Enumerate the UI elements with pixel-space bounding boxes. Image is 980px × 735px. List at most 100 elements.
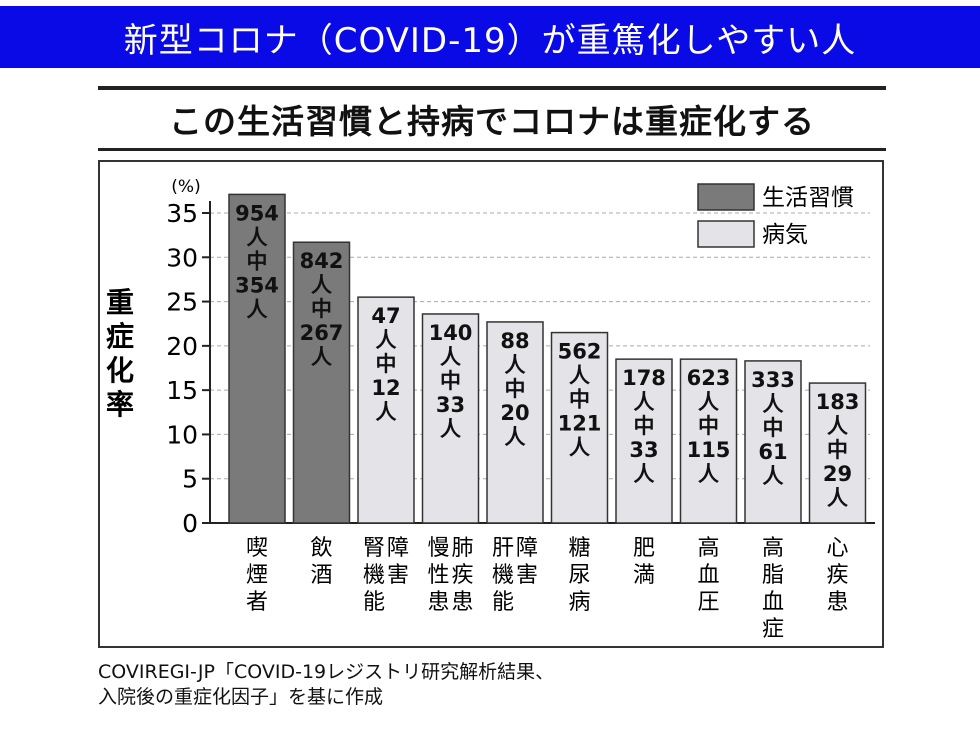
bar-data-label: 88 — [500, 329, 529, 353]
bar-data-label: 354 — [235, 273, 279, 297]
bar — [486, 321, 544, 524]
y-tick-label: 10 — [166, 420, 198, 449]
bar-data-label: 人 — [247, 225, 268, 249]
x-category-label-char: 害 — [516, 563, 538, 588]
bar-data-label: 人 — [505, 425, 526, 449]
x-category-label-char: 者 — [246, 590, 268, 615]
x-category-label-char: 害 — [387, 563, 409, 588]
x-category-label-char: 脂 — [762, 563, 784, 588]
bar-data-label: 47 — [371, 304, 400, 328]
x-category-label-char: 糖 — [568, 536, 590, 561]
bar-data-label: 中 — [827, 438, 848, 462]
x-category-label-char: 機 — [363, 563, 385, 588]
bar-data-label: 人 — [569, 364, 590, 388]
source-line-2: 入院後の重症化因子」を基に作成 — [98, 686, 384, 708]
bar-data-label: 人 — [634, 462, 655, 486]
y-axis-label-char: 重 — [106, 286, 134, 319]
x-category-label-char: 症 — [762, 617, 784, 642]
bar-data-label: 人 — [634, 390, 655, 414]
x-category-label-char: 尿 — [568, 563, 590, 588]
bar-data-label: 人 — [505, 353, 526, 377]
x-category-label-char: 患 — [826, 590, 848, 615]
chart-heading-box: この生活習慣と持病でコロナは重症化する — [98, 86, 886, 151]
x-category-label-char: 機 — [492, 563, 514, 588]
x-category-label-char: 能 — [363, 590, 385, 615]
bar-data-label: 人 — [311, 345, 332, 369]
bar-data-label: 中 — [311, 297, 332, 321]
bar-data-label: 中 — [763, 416, 784, 440]
x-category-label-char: 疾 — [826, 563, 848, 588]
bar-data-label: 人 — [440, 345, 461, 369]
x-category-label-char: 疾 — [451, 563, 473, 588]
bar-data-label: 623 — [687, 366, 731, 390]
bar-data-label: 人 — [763, 392, 784, 416]
bar — [615, 358, 673, 524]
legend-label: 生活習慣 — [762, 185, 854, 211]
x-category-label-char: 腎 — [363, 536, 385, 561]
bar-data-label: 33 — [436, 393, 465, 417]
title-banner: 新型コロナ（COVID-19）が重篤化しやすい人 — [0, 6, 980, 68]
bar — [679, 358, 738, 524]
y-axis-label-char: 率 — [106, 388, 134, 421]
bar — [292, 241, 351, 524]
bar-data-label: 人 — [247, 297, 268, 321]
bar-data-label: 中 — [440, 369, 461, 393]
bar-data-label: 140 — [429, 321, 473, 345]
bar-data-label: 267 — [300, 321, 344, 345]
x-category-label-char: 飲 — [310, 536, 332, 561]
bar-data-label: 61 — [758, 440, 787, 464]
x-category-label-char: 満 — [633, 563, 655, 588]
bar-data-label: 人 — [376, 328, 397, 352]
bar-data-label: 954 — [235, 201, 279, 225]
y-axis-unit: (%) — [171, 177, 200, 197]
legend-swatch — [697, 220, 755, 248]
bar-data-label: 人 — [827, 486, 848, 510]
bar-data-label: 中 — [569, 388, 590, 412]
bar — [357, 296, 415, 524]
x-category-label-char: 血 — [762, 590, 784, 615]
bar-data-label: 12 — [371, 376, 400, 400]
legend-swatch — [697, 183, 755, 211]
bar — [421, 313, 480, 524]
source-line-1: COVIREGI-JP「COVID-19レジストリ研究解析結果、 — [98, 661, 555, 683]
y-tick-label: 25 — [166, 288, 198, 317]
bar-data-label: 33 — [629, 438, 658, 462]
y-tick-label: 35 — [166, 199, 198, 228]
x-category-label-char: 患 — [427, 590, 449, 615]
banner-title: 新型コロナ（COVID-19）が重篤化しやすい人 — [123, 20, 857, 61]
bar-data-label: 中 — [634, 414, 655, 438]
x-category-label-char: 障 — [387, 536, 409, 561]
y-axis-label-char: 化 — [106, 354, 134, 387]
legend-label: 病気 — [762, 222, 808, 248]
bar-data-label: 中 — [505, 377, 526, 401]
bar-data-label: 333 — [751, 368, 795, 392]
bar — [808, 382, 867, 524]
x-category-label-char: 肝 — [492, 536, 514, 561]
bar-data-label: 562 — [558, 340, 602, 364]
bar-data-label: 人 — [698, 390, 719, 414]
y-tick-label: 30 — [166, 243, 198, 272]
bar — [744, 360, 802, 524]
bar-data-label: 842 — [300, 249, 344, 273]
x-category-label-char: 性 — [427, 563, 449, 588]
x-category-label-char: 障 — [516, 536, 538, 561]
bar-data-label: 中 — [247, 249, 268, 273]
y-axis-label-char: 症 — [106, 320, 134, 353]
x-category-label-char: 喫 — [246, 536, 268, 561]
bar-data-label: 115 — [687, 438, 731, 462]
bar — [228, 193, 286, 524]
bar-data-label: 中 — [698, 414, 719, 438]
bar — [550, 331, 609, 524]
x-category-label-char: 肺 — [451, 536, 473, 561]
x-category-label-char: 病 — [568, 590, 590, 615]
bar-data-label: 29 — [823, 462, 852, 486]
bar-data-label: 人 — [311, 273, 332, 297]
bar-data-label: 人 — [763, 464, 784, 488]
y-tick-label: 5 — [182, 465, 198, 494]
chart-frame: 重症化率 (%) 0 5 10 15 20 25 30 35 954 人中 354 人喫煙者 842 人中 26… — [98, 160, 884, 648]
x-category-label-char: 圧 — [697, 590, 719, 615]
x-category-label-char: 患 — [451, 590, 473, 615]
bar-data-label: 183 — [816, 390, 860, 414]
bar-data-label: 中 — [376, 352, 397, 376]
